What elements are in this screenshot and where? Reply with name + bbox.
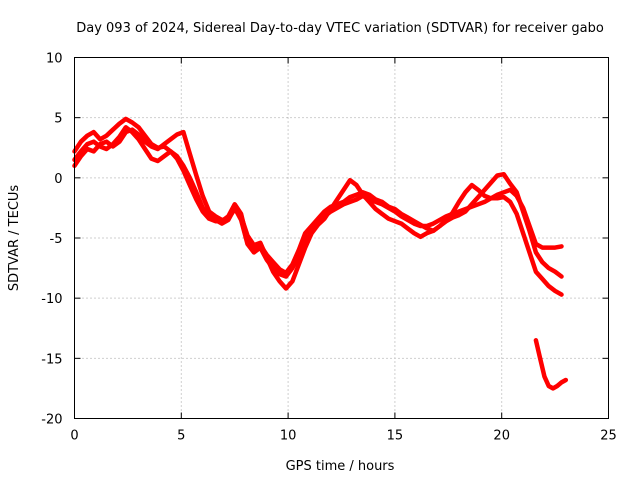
y-tick-label: 0	[54, 172, 62, 187]
series-trace-4	[533, 338, 569, 391]
x-tick-label: 10	[280, 429, 297, 444]
x-tick-label: 5	[177, 429, 185, 444]
series-trace-3	[72, 127, 564, 297]
y-tick-label: -10	[41, 292, 62, 307]
x-tick-label: 15	[387, 429, 404, 444]
x-tick-label: 20	[493, 429, 510, 444]
y-tick-label: -5	[50, 232, 63, 247]
y-tick-label: 5	[54, 112, 62, 127]
y-tick-label: 10	[46, 52, 63, 67]
y-tick-label: -20	[41, 413, 62, 428]
x-tick-label: 0	[70, 429, 78, 444]
tick-labels: 0 5 10 15 20 25 -20 -15 -10 -5 0 5 10	[41, 52, 617, 444]
chart-title: Day 093 of 2024, Sidereal Day-to-day VTE…	[76, 21, 604, 36]
grid	[74, 57, 609, 419]
x-tick-label: 25	[600, 429, 617, 444]
y-axis-label: SDTVAR / TECUs	[7, 185, 22, 292]
x-axis-label: GPS time / hours	[286, 459, 395, 474]
series-group	[72, 116, 569, 391]
axis-ticks	[74, 57, 609, 419]
y-tick-label: -15	[41, 352, 62, 367]
